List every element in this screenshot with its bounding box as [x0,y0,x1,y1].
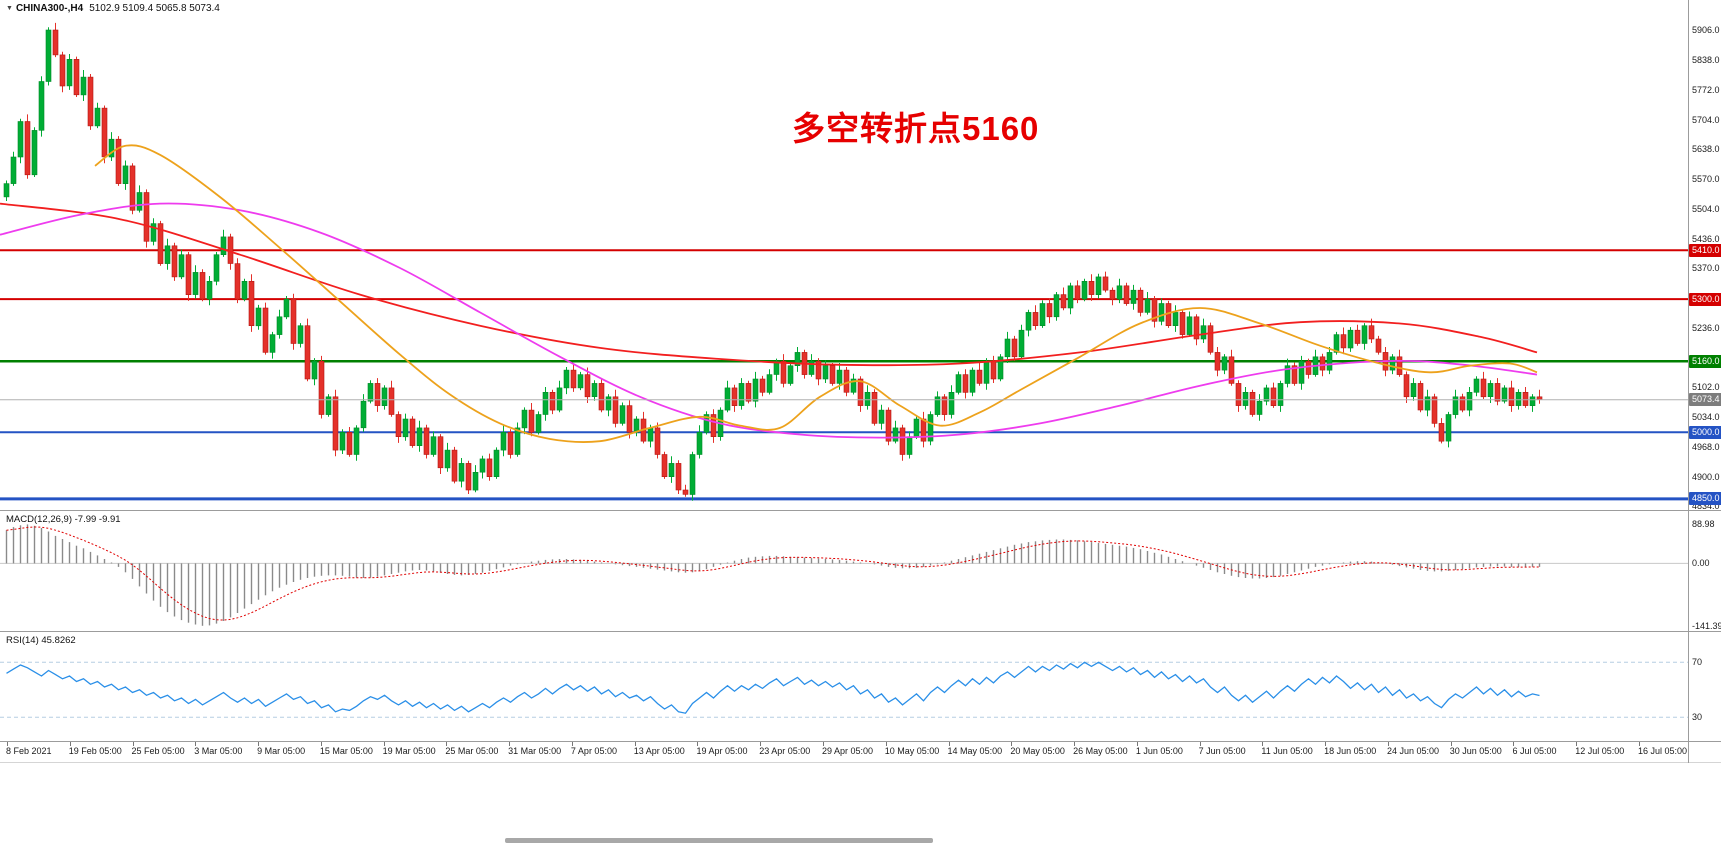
rsi-axis-label: 30 [1692,712,1703,723]
scrollbar-thumb[interactable] [505,838,933,843]
time-axis-label: 20 May 05:00 [1010,746,1065,756]
symbol-timeframe-label: CHINA300-,H4 [15,3,84,14]
price-level-badge: 5410.0 [1689,243,1721,257]
main-chart-panel[interactable] [0,0,1721,511]
time-axis-tick [1325,742,1327,746]
time-axis-label: 9 Mar 05:00 [257,746,306,756]
horizontal-scrollbar-track [0,836,1721,844]
time-axis-label: 19 Feb 05:00 [68,746,122,756]
annotation-text: 多空转折点5160 [792,110,1040,147]
time-axis-tick [885,742,887,746]
rsi-indicator-label: RSI(14) 45.8262 [6,635,76,646]
time-axis-tick [258,742,260,746]
symbol-marker-icon: ▼ [6,5,13,12]
time-axis-label: 3 Mar 05:00 [194,746,243,756]
time-axis-label: 23 Apr 05:00 [759,746,811,756]
price-axis-label: 5838.0 [1692,55,1720,66]
time-axis-tick [69,742,71,746]
time-axis-label: 24 Jun 05:00 [1386,746,1439,756]
time-axis-label: 25 Feb 05:00 [131,746,185,756]
price-axis-separator [1688,0,1689,763]
time-axis-label: 7 Jun 05:00 [1198,746,1246,756]
time-axis-label: 6 Jul 05:00 [1512,746,1557,756]
macd-axis-label: -141.39 [1692,621,1721,631]
price-level-badge: 5000.0 [1689,425,1721,439]
price-axis-label: 5370.0 [1692,263,1720,273]
time-axis-tick [697,742,699,746]
time-axis-label: 10 May 05:00 [884,746,940,756]
time-axis-label: 11 Jun 05:00 [1261,746,1313,756]
time-axis-tick [509,742,511,746]
time-axis-label: 15 Mar 05:00 [319,746,373,756]
price-axis-label: 5638.0 [1692,144,1720,154]
price-axis-label: 4834.0 [1692,501,1720,511]
time-axis-tick [1450,742,1452,746]
price-axis-label: 5236.0 [1692,322,1720,333]
time-axis-tick [1136,742,1138,746]
price-level-badge: 5073.4 [1689,393,1721,407]
price-axis-label: 5504.0 [1692,203,1720,214]
time-axis[interactable] [0,742,1721,763]
time-axis-label: 29 Apr 05:00 [822,746,874,756]
time-axis-tick [823,742,824,746]
price-axis-label: 4968.0 [1692,441,1720,452]
time-axis-tick [320,742,322,746]
time-axis-tick [1074,742,1076,746]
time-axis-label: 16 Jul 05:00 [1638,746,1688,756]
rsi-axis-label: 70 [1692,657,1703,668]
price-axis-label: 5436.0 [1692,233,1720,244]
time-axis-tick [948,742,950,746]
price-axis-label: 5772.0 [1692,84,1720,95]
price-axis-label: 5906.0 [1692,25,1720,35]
time-axis-tick [1576,742,1578,746]
time-axis-label: 1 Jun 05:00 [1135,746,1183,756]
time-axis-tick [1387,742,1389,746]
time-axis-label: 26 May 05:00 [1073,746,1128,756]
rsi-panel[interactable] [0,632,1721,742]
price-level-badge: 5160.0 [1689,354,1721,368]
time-axis-label: 25 Mar 05:00 [445,746,499,756]
time-axis-tick [1639,742,1641,746]
time-axis-tick [132,742,134,746]
time-axis-label: 12 Jul 05:00 [1575,746,1625,756]
time-axis-tick [760,742,762,746]
macd-panel[interactable] [0,511,1721,632]
time-axis-tick [1262,742,1264,746]
time-axis-tick [446,742,448,746]
macd-axis-label: 0.00 [1692,558,1710,569]
chart-header: ▼ CHINA300-,H4 5102.9 5109.4 5065.8 5073.4 [6,3,220,14]
time-axis-label: 13 Apr 05:00 [633,746,685,756]
time-axis-tick [195,742,197,746]
price-axis-label: 5102.0 [1692,382,1720,392]
macd-indicator-label: MACD(12,26,9) -7.99 -9.91 [6,514,121,525]
time-axis-tick [7,742,8,746]
time-axis-tick [1199,742,1201,746]
time-axis-label: 31 Mar 05:00 [508,746,562,756]
price-axis-label: 5704.0 [1692,114,1720,125]
ohlc-values: 5102.9 5109.4 5065.8 5073.4 [89,3,220,14]
macd-axis-label: 88.98 [1692,519,1715,529]
time-axis-tick [1513,742,1515,746]
time-axis-label: 14 May 05:00 [947,746,1003,756]
time-axis-label: 19 Mar 05:00 [382,746,436,756]
price-axis-label: 4900.0 [1692,471,1720,482]
price-axis-label: 5034.0 [1692,412,1720,423]
price-axis-label: 5570.0 [1692,174,1720,185]
time-axis-label: 18 Jun 05:00 [1324,746,1377,756]
price-level-badge: 5300.0 [1689,292,1721,306]
time-axis-tick [383,742,385,746]
time-axis-label: 8 Feb 2021 [6,746,52,756]
time-axis-label: 19 Apr 05:00 [696,746,748,756]
price-level-badge: 4850.0 [1689,492,1721,506]
time-axis-tick [1011,742,1013,746]
time-axis-label: 30 Jun 05:00 [1449,746,1502,756]
time-axis-tick [571,742,573,746]
time-axis-tick [634,742,636,746]
time-axis-label: 7 Apr 05:00 [570,746,617,756]
